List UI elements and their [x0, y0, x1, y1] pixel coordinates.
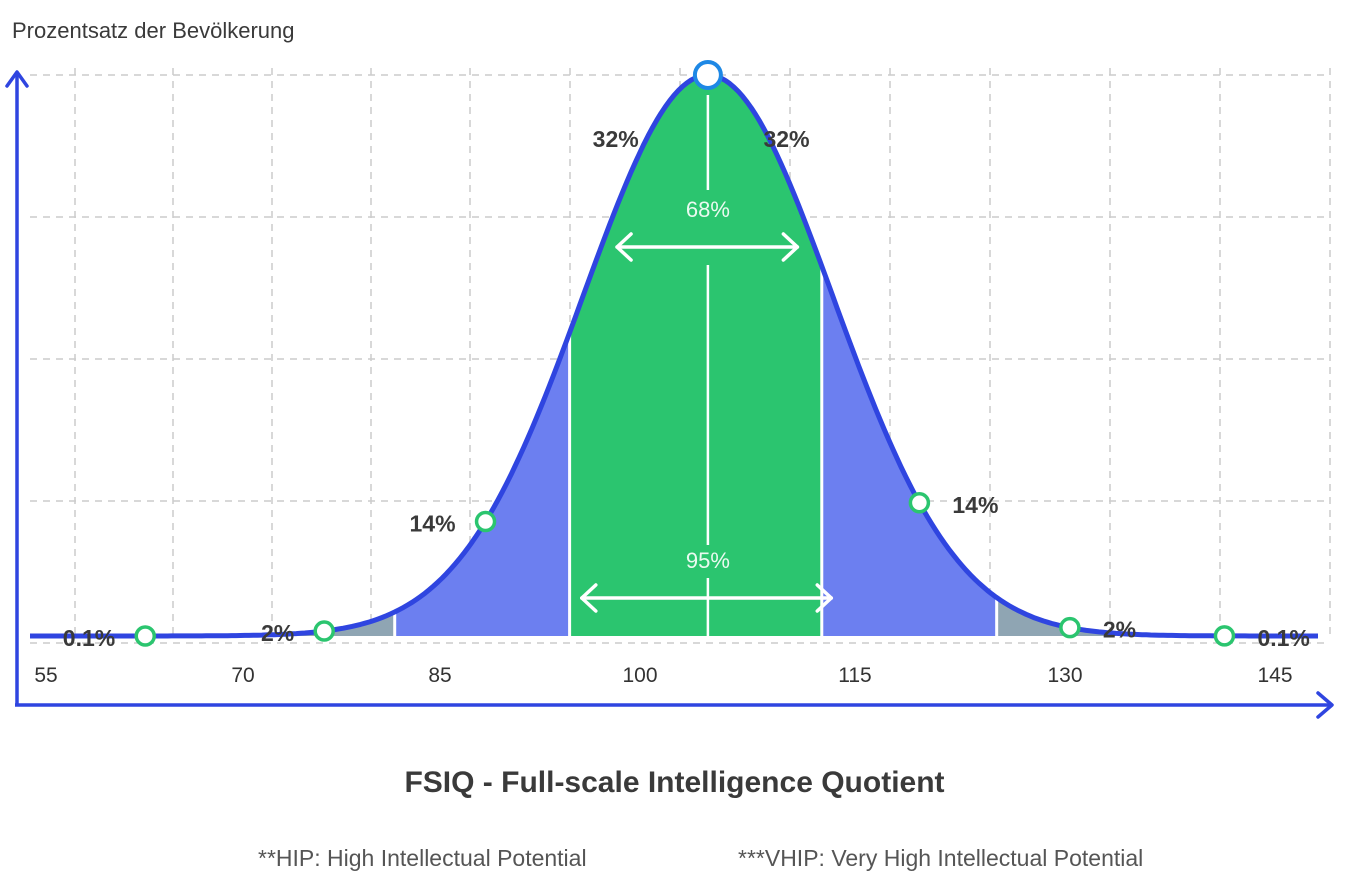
y-axis-arrow: [5, 70, 29, 88]
y-axis-label: Prozentsatz der Bevölkerung: [12, 18, 295, 43]
x-tick-labels: 55 70 85 100 115 130 145: [34, 664, 1292, 687]
curve-marker-5: [1213, 625, 1236, 647]
distribution-bands: [30, 75, 1318, 636]
note-vhip: ***VHIP: Very High Intellectual Potentia…: [738, 845, 1144, 871]
point-label-1: 2%: [261, 620, 294, 646]
point-label-0: 0.1%: [63, 625, 115, 651]
x-tick-label-0: 55: [34, 664, 57, 687]
point-label-2: 14%: [409, 510, 455, 536]
band-1: [271, 612, 395, 636]
range-arrow-head-left-0: [615, 232, 633, 262]
axes: [5, 70, 1334, 719]
range-arrow-head-right-0: [781, 232, 800, 262]
curve-marker-2: [474, 510, 497, 533]
curve-marker-3: [908, 492, 931, 514]
range-arrows: 68% 95%: [580, 95, 834, 636]
note-hip: **HIP: High Intellectual Potential: [258, 845, 587, 871]
x-tick-label-3: 100: [622, 664, 657, 687]
point-label-5: 0.1%: [1257, 625, 1309, 651]
curve-marker-0: [134, 625, 156, 647]
x-tick-label-5: 130: [1047, 664, 1082, 687]
curve-marker-4: [1059, 616, 1081, 639]
distribution-curve: [30, 72, 1318, 639]
peak-marker: [692, 60, 723, 90]
curve-marker-1: [313, 620, 335, 642]
x-tick-label-6: 145: [1257, 664, 1292, 687]
x-tick-label-2: 85: [428, 664, 451, 687]
curve-markers: [134, 60, 1236, 647]
range-label-0: 68%: [686, 197, 730, 222]
top-label-1: 32%: [764, 126, 810, 152]
band-5: [996, 597, 1118, 636]
x-tick-label-1: 70: [231, 664, 254, 687]
band-4: [821, 266, 997, 636]
range-arrow-head-right-1: [815, 583, 834, 613]
x-axis-arrow: [1316, 691, 1334, 719]
point-label-4: 2%: [1103, 617, 1136, 643]
band-dividers: [269, 266, 1119, 636]
percent-labels: 0.1% 2% 14% 14% 2% 0.1% 32% 32%: [63, 126, 1310, 651]
top-label-0: 32%: [593, 126, 639, 152]
x-tick-label-4: 115: [838, 664, 871, 687]
point-label-3: 14%: [952, 492, 998, 518]
band-3: [569, 75, 822, 636]
chart-title: FSIQ - Full-scale Intelligence Quotient: [404, 766, 945, 799]
range-arrow-head-left-1: [580, 583, 598, 613]
range-label-1: 95%: [686, 548, 730, 573]
band-2: [394, 332, 570, 636]
